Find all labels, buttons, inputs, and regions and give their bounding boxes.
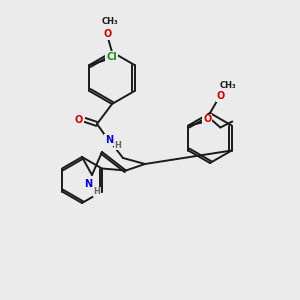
Text: O: O xyxy=(104,29,112,39)
Text: CH₃: CH₃ xyxy=(102,17,118,26)
Text: O: O xyxy=(217,91,225,101)
Text: O: O xyxy=(75,115,83,125)
Text: H: H xyxy=(94,188,100,196)
Text: O: O xyxy=(203,115,212,124)
Text: N: N xyxy=(84,179,92,189)
Text: CH₃: CH₃ xyxy=(220,82,236,91)
Text: N: N xyxy=(105,135,113,145)
Text: Cl: Cl xyxy=(106,52,117,62)
Text: H: H xyxy=(115,140,122,149)
